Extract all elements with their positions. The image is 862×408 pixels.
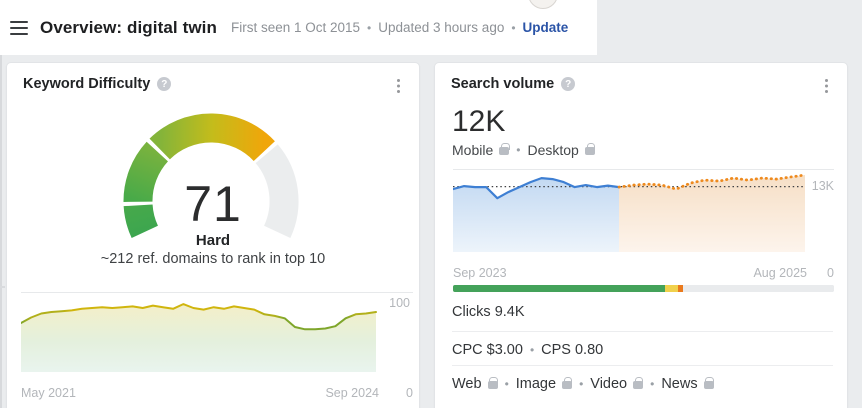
page-header: Overview: digital twin First seen 1 Oct …: [0, 0, 597, 55]
kd-ref-domains-note: ~212 ref. domains to rank in top 10: [100, 251, 326, 267]
divider: [452, 331, 833, 332]
lock-icon: [562, 376, 573, 389]
kebab-menu-icon[interactable]: [818, 77, 834, 95]
search-volume-card: Search volume ? 12K Mobile • Desktop 13K…: [434, 62, 848, 408]
lock-icon: [487, 376, 498, 389]
help-icon[interactable]: ?: [561, 77, 576, 91]
y-axis-max-label: 100: [389, 296, 410, 310]
divider: [452, 365, 833, 366]
bullet-separator: •: [516, 143, 521, 157]
kd-history-area: [20, 292, 413, 372]
volume-trend-chart: 13K Sep 2023 Aug 2025 0: [451, 169, 834, 280]
kd-value: 71: [184, 176, 242, 232]
lock-icon: [633, 376, 644, 389]
hamburger-menu-icon[interactable]: [10, 21, 28, 35]
clicks-text: Clicks 9.4K: [452, 304, 525, 320]
lock-icon: [703, 376, 714, 389]
clicks-distribution-bar: [453, 285, 834, 292]
kd-card-title: Keyword Difficulty: [23, 76, 151, 92]
bullet-separator: •: [579, 377, 584, 391]
page-title: Overview: digital twin: [40, 17, 217, 37]
updated-text: Updated 3 hours ago: [378, 20, 505, 35]
x-axis-end-label: Aug 2025: [753, 266, 807, 280]
kd-history-chart: 100 May 2021 Sep 2024 0: [20, 292, 413, 400]
update-link[interactable]: Update: [522, 20, 569, 35]
kd-gauge-chart: [123, 113, 299, 239]
serp-news-label: News: [661, 376, 698, 392]
kebab-menu-icon[interactable]: [390, 77, 406, 95]
clicks-bar-segment-other: [677, 285, 683, 292]
left-edge-divider: [0, 55, 2, 408]
volume-card-title: Search volume: [451, 76, 555, 92]
cps-text: CPS 0.80: [541, 342, 604, 358]
x-axis-start-label: Sep 2023: [453, 266, 507, 280]
mobile-label: Mobile: [452, 142, 494, 158]
first-seen-text: First seen 1 Oct 2015: [230, 20, 361, 35]
serp-image-label: Image: [515, 376, 557, 392]
x-axis-start-label: May 2021: [21, 386, 76, 400]
kd-difficulty-label: Hard: [195, 232, 231, 249]
lock-icon: [499, 142, 510, 155]
x-axis-end-label: Sep 2024: [325, 386, 379, 400]
help-icon[interactable]: ?: [157, 77, 172, 91]
serp-video-label: Video: [590, 376, 628, 392]
y-axis-min-label: 0: [827, 266, 834, 280]
left-edge-stub: [0, 286, 5, 288]
y-axis-min-label: 0: [406, 386, 413, 400]
search-volume-value: 12K: [452, 105, 506, 138]
volume-trend-area: [451, 169, 834, 252]
bullet-separator: •: [504, 377, 509, 391]
lock-icon: [584, 142, 596, 155]
keyword-difficulty-card: Keyword Difficulty ? 71 Hard ~212 ref. d…: [6, 62, 420, 408]
serp-web-label: Web: [452, 376, 482, 392]
bullet-separator: •: [511, 20, 516, 35]
clicks-bar-segment-none: [682, 285, 834, 292]
y-ref-label: 13K: [811, 179, 834, 193]
desktop-label: Desktop: [527, 142, 579, 158]
bullet-separator: •: [529, 343, 535, 357]
bullet-separator: •: [367, 20, 372, 35]
clicks-bar-segment-paid: [664, 285, 678, 292]
cpc-text: CPC $3.00: [452, 342, 523, 358]
bullet-separator: •: [650, 377, 655, 391]
clicks-bar-segment-organic: [453, 285, 665, 292]
